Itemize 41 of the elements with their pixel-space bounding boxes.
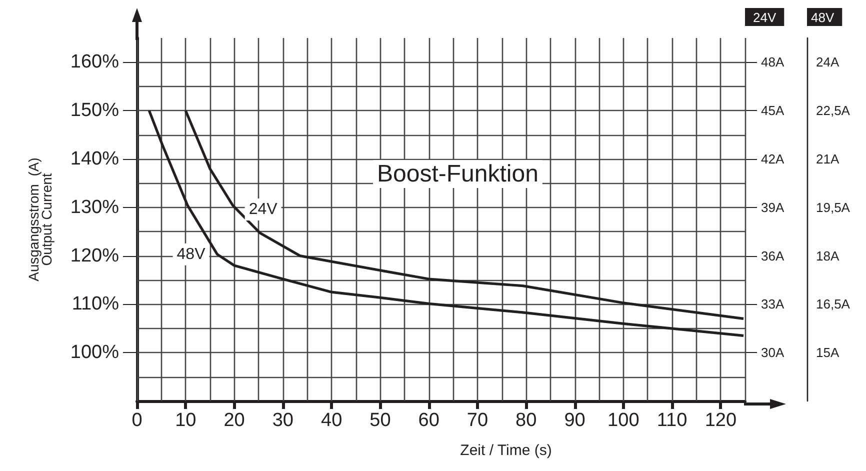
y-axis-title: Ausgangsstrom (A) Output Current: [26, 158, 54, 282]
x-tick-label: 100: [608, 410, 640, 431]
x-tick-label: 50: [370, 410, 391, 431]
y3-tick-label: 21A: [816, 152, 840, 166]
y3-axis-title: 48V: [811, 10, 834, 25]
x-axis-title: Zeit / Time (s): [460, 442, 552, 459]
y2-tick-label: 45A: [761, 103, 784, 118]
y3-tick-label: 15A: [816, 345, 840, 360]
x-tick-label: 110: [656, 410, 688, 431]
x-tick-label: 40: [320, 410, 342, 431]
series-label: 24V: [248, 200, 278, 218]
y2-axis-title: 24V: [753, 10, 776, 25]
y-tick-label: 100%: [70, 342, 120, 364]
x-tick-label: 60: [418, 410, 440, 431]
y-tick-label: 160%: [70, 52, 120, 73]
y-tick-label: 110%: [72, 294, 120, 315]
y-tick-label: 150%: [70, 100, 120, 122]
y2-tick-label: 36A: [761, 248, 784, 264]
x-tick-label: 0: [132, 410, 142, 431]
y2-tick-label: 30A: [761, 345, 784, 360]
y3-tick-label: 24A: [816, 54, 840, 70]
y3-tick-label: 19,5A: [816, 200, 850, 215]
y-tick-label: 130%: [70, 196, 120, 218]
y-tick-label: 140%: [70, 148, 120, 170]
x-tick-label: 70: [466, 410, 488, 431]
y3-tick-label: 22,5A: [816, 103, 850, 118]
x-tick-label: 120: [704, 410, 737, 431]
y2-tick-label: 48A: [761, 54, 784, 70]
y-tick-label: 120%: [70, 245, 120, 266]
y2-tick-label: 42A: [761, 152, 784, 166]
y2-tick-label: 33A: [761, 296, 784, 312]
x-tick-label: 80: [516, 410, 537, 431]
x-tick-label: 10: [175, 410, 196, 431]
x-tick-label: 20: [224, 410, 245, 431]
y2-tick-label: 39A: [761, 200, 784, 215]
x-tick-label: 30: [272, 410, 294, 431]
x-tick-label: 90: [564, 410, 586, 431]
series-label: 48V: [176, 246, 206, 263]
annotation: Boost-Funktion: [377, 160, 538, 188]
y3-tick-label: 16,5A: [816, 296, 850, 312]
y3-tick-label: 18A: [816, 248, 840, 264]
